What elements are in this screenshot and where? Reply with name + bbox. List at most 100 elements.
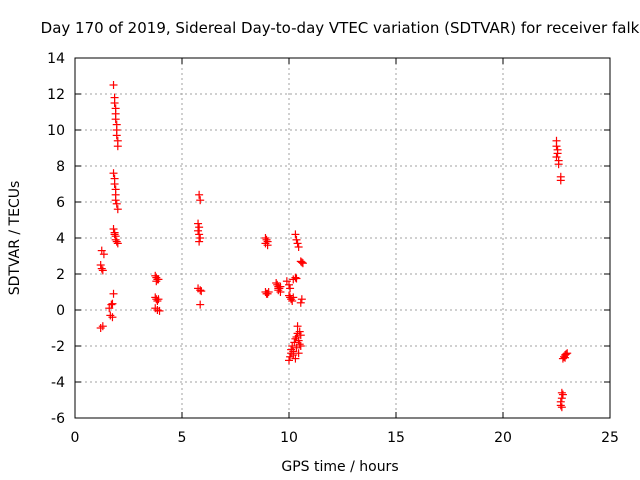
data-point [106, 311, 115, 320]
data-point [562, 350, 571, 359]
data-point [297, 258, 306, 267]
data-point [557, 394, 566, 403]
data-point [96, 324, 105, 332]
data-point [289, 293, 298, 302]
data-point [96, 261, 105, 269]
data-point [556, 176, 565, 185]
data-point [108, 313, 117, 322]
data-point [285, 356, 293, 365]
data-point [111, 196, 120, 205]
data-point [109, 169, 118, 178]
x-tick-label: 25 [601, 430, 619, 446]
data-point [109, 289, 118, 298]
data-point [196, 234, 205, 242]
data-point [263, 289, 272, 298]
data-point [195, 190, 204, 199]
x-tick-label: 20 [494, 430, 512, 446]
data-point [108, 299, 117, 308]
data-point [291, 273, 300, 282]
chart-title: Day 170 of 2019, Sidereal Day-to-day VTE… [41, 19, 640, 37]
data-point [286, 284, 295, 293]
y-tick-label: 4 [56, 231, 65, 247]
data-point [111, 115, 120, 124]
data-point [563, 349, 572, 358]
data-point [553, 149, 562, 158]
data-point [110, 230, 119, 239]
data-point [113, 205, 122, 214]
data-point [264, 288, 273, 296]
y-tick-label: 0 [56, 303, 65, 319]
x-tick-label: 15 [387, 430, 405, 446]
data-point [295, 327, 304, 336]
data-point [263, 241, 272, 250]
data-point [155, 306, 164, 315]
data-point [99, 250, 108, 259]
data-point [107, 300, 116, 309]
data-point [552, 142, 561, 151]
data-point [196, 286, 205, 295]
data-point [194, 226, 203, 235]
data-point [295, 340, 304, 349]
data-point [296, 342, 305, 350]
data-point [196, 196, 205, 205]
data-point [97, 264, 106, 273]
data-point [296, 298, 305, 307]
data-point [293, 239, 302, 248]
data-point [296, 257, 305, 266]
data-point [196, 300, 205, 309]
y-tick-label: 10 [47, 123, 65, 139]
data-point [292, 274, 301, 283]
x-tick-label: 0 [71, 430, 80, 446]
x-axis-label: GPS time / hours [281, 459, 398, 475]
data-point [296, 331, 305, 340]
tick-layer: 0 5 10 15 20 25 -6 -4 -2 0 2 4 6 8 10 12 14 [47, 51, 619, 446]
data-point [153, 297, 162, 305]
data-point [98, 266, 107, 275]
data-point [557, 403, 566, 412]
data-point [110, 180, 119, 188]
data-point [298, 259, 307, 268]
y-tick-label: -6 [51, 411, 65, 427]
data-point [154, 295, 163, 304]
data-point [152, 277, 161, 286]
y-tick-label: -2 [51, 339, 65, 355]
data-point [113, 239, 122, 248]
data-point [291, 354, 300, 363]
y-tick-label: -4 [51, 375, 65, 391]
data-point [285, 280, 293, 289]
data-point [294, 243, 303, 251]
data-point [274, 286, 283, 295]
data-point [297, 295, 306, 304]
data-point [111, 235, 120, 244]
data-point [287, 295, 296, 304]
y-tick-label: 2 [56, 267, 65, 283]
data-point [276, 288, 285, 296]
data-point [294, 349, 303, 358]
data-point [195, 237, 204, 246]
y-tick-label: 14 [47, 51, 65, 67]
data-points [96, 81, 572, 412]
data-point [153, 306, 162, 314]
data-point [554, 160, 563, 169]
data-point [109, 225, 118, 233]
data-point [112, 237, 121, 246]
data-point [110, 99, 119, 107]
data-point [194, 219, 203, 228]
data-point [197, 287, 206, 296]
data-point [195, 230, 204, 239]
data-point [262, 235, 271, 244]
data-point [291, 230, 300, 239]
data-point [113, 142, 122, 151]
data-point [154, 275, 163, 284]
data-point [112, 199, 121, 208]
data-point [290, 338, 299, 347]
data-point [261, 239, 270, 248]
y-tick-label: 8 [56, 159, 65, 175]
data-point [97, 246, 106, 255]
data-point [98, 322, 107, 331]
y-tick-label: 6 [56, 195, 65, 211]
data-point [552, 153, 561, 161]
data-point [288, 297, 297, 305]
x-tick-label: 5 [178, 430, 187, 446]
